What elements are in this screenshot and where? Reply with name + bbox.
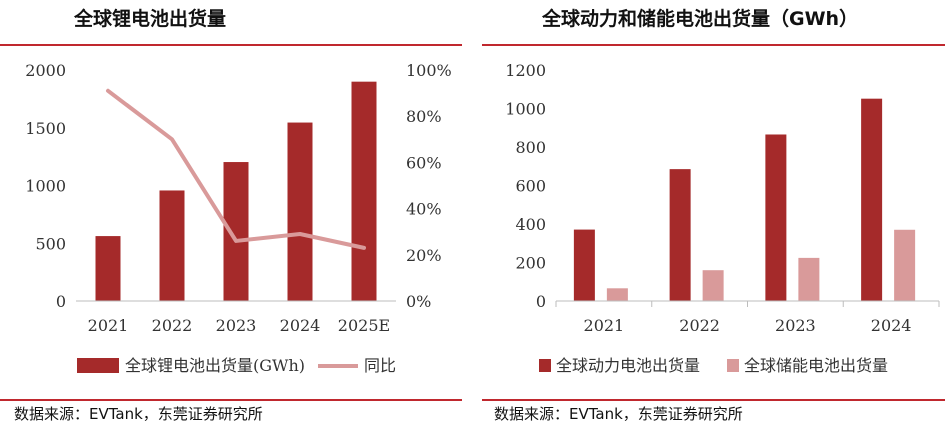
y-tick-label: 0	[56, 292, 66, 311]
y-tick-label: 200	[515, 254, 546, 273]
left-chart-title: 全球锂电池出货量	[74, 8, 227, 30]
x-tick-label: 2023	[216, 316, 257, 335]
x-tick-label: 2022	[152, 316, 193, 335]
bar-power	[669, 169, 691, 301]
y-tick-label: 600	[515, 177, 546, 196]
x-tick-label: 2021	[584, 316, 625, 335]
bar-power	[573, 229, 595, 301]
bar-power	[765, 134, 787, 301]
left-source-note: 数据来源：EVTank，东莞证券研究所	[14, 405, 263, 423]
legend-swatch-storage	[727, 359, 739, 372]
left-chart: 0 500 1000 1500 2000 0% 20% 40% 60% 80% 100% 2021 20…	[25, 61, 452, 375]
left-panel: 全球锂电池出货量 0 500 1000 1500 2000 0% 20% 40% 60% 80% 1…	[0, 0, 462, 427]
bar-power	[861, 98, 883, 301]
bar-storage	[894, 229, 916, 301]
legend-swatch-bar	[77, 358, 119, 373]
right-bottom-rule	[482, 399, 945, 401]
bar	[287, 122, 313, 302]
legend-swatch-power	[539, 359, 551, 372]
y2-tick-label: 20%	[406, 246, 442, 265]
legend-label: 全球动力电池出货量	[556, 356, 700, 375]
y-tick-label: 1000	[25, 177, 66, 196]
bar	[95, 236, 121, 301]
left-top-rule	[0, 44, 462, 46]
series-line-yoy	[106, 88, 366, 250]
legend-label: 全球锂电池出货量(GWh)	[125, 356, 305, 375]
x-tick-label: 2021	[88, 316, 129, 335]
bar	[159, 190, 185, 301]
y-tick-label: 800	[515, 138, 546, 157]
y-tick-label: 2000	[25, 61, 66, 80]
x-tick-label: 2022	[679, 316, 720, 335]
right-panel: 全球动力和储能电池出货量（GWh） 0 200 400 600 800 1000 1200 2…	[482, 0, 945, 427]
right-chart-title: 全球动力和储能电池出货量（GWh）	[542, 8, 859, 30]
bar-storage	[702, 270, 724, 301]
right-source-note: 数据来源：EVTank，东莞证券研究所	[494, 405, 743, 423]
y2-tick-label: 100%	[406, 61, 452, 80]
y-tick-label: 0	[536, 292, 546, 311]
y-tick-label: 1200	[505, 61, 546, 80]
y2-tick-label: 80%	[406, 107, 442, 126]
x-tick-label: 2023	[775, 316, 816, 335]
y-tick-label: 400	[515, 215, 546, 234]
legend-label: 同比	[364, 356, 396, 375]
right-chart: 0 200 400 600 800 1000 1200 2021 2022 2023 2024 全球动…	[505, 61, 940, 375]
x-tick-label: 2025E	[338, 316, 390, 335]
y2-tick-label: 0%	[406, 292, 431, 311]
y2-tick-label: 40%	[406, 200, 442, 219]
y-tick-label: 1000	[505, 100, 546, 119]
bar-storage	[606, 288, 628, 301]
bar	[223, 162, 249, 301]
right-top-rule	[482, 44, 945, 46]
y2-tick-label: 60%	[406, 153, 442, 172]
y-tick-label: 500	[35, 234, 66, 253]
bar-storage	[798, 257, 820, 301]
x-tick-label: 2024	[280, 316, 321, 335]
legend-label: 全球储能电池出货量	[744, 356, 888, 375]
y-tick-label: 1500	[25, 119, 66, 138]
left-bottom-rule	[0, 399, 462, 401]
bar	[351, 81, 377, 301]
x-tick-label: 2024	[871, 316, 912, 335]
